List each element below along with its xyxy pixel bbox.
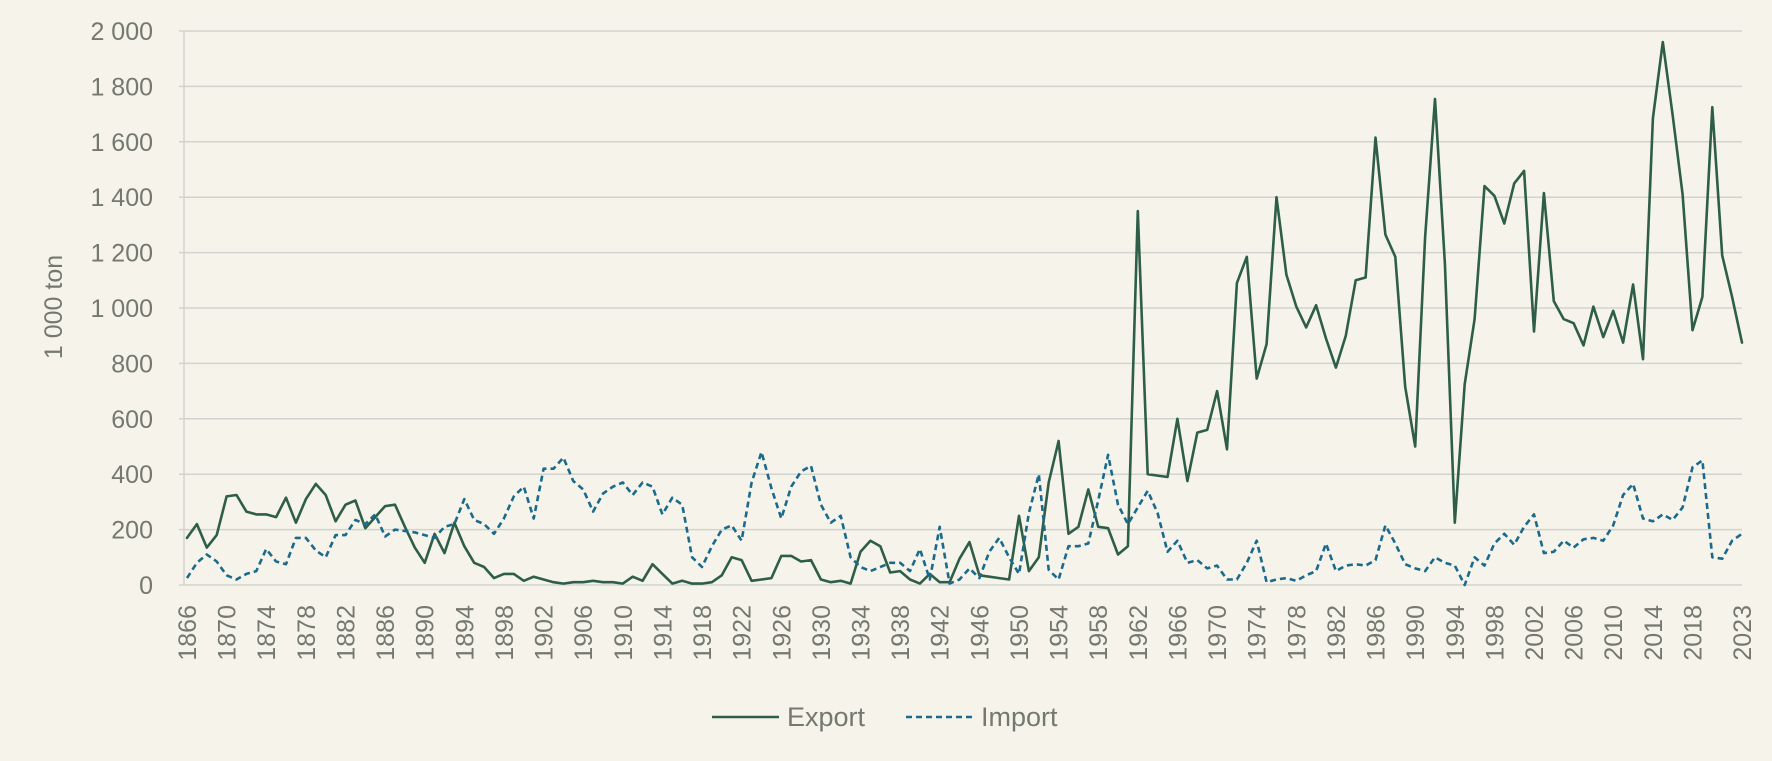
x-tick-label: 1870 [214, 605, 242, 661]
x-tick-label: 2014 [1640, 605, 1668, 661]
x-tick-label: 1978 [1283, 605, 1311, 661]
y-axis-ticks: 0 200 400 600 800 1 000 1 200 1 400 1 600 1 800 2 … [90, 18, 153, 600]
x-tick-label: 1906 [570, 605, 598, 661]
x-tick-label: 2002 [1521, 605, 1549, 661]
y-tick-label: 1 800 [90, 73, 153, 101]
x-tick-label: 1874 [253, 605, 281, 661]
legend-label-import: Import [981, 702, 1058, 732]
x-tick-label: 1966 [1164, 605, 1192, 661]
y-tick-label: 400 [111, 461, 153, 489]
y-tick-label: 1 600 [90, 129, 153, 157]
x-tick-label: 1890 [412, 605, 440, 661]
y-tick-label: 1 200 [90, 240, 153, 268]
series-line-import [185, 450, 1743, 587]
x-tick-label: 1998 [1481, 605, 1509, 661]
legend-label-export: Export [787, 702, 866, 732]
x-tick-label: 1954 [1046, 605, 1074, 661]
x-tick-label: 1986 [1363, 605, 1391, 661]
x-tick-label: 1982 [1323, 605, 1351, 661]
x-tick-label: 1914 [649, 605, 677, 661]
x-tick-label: 1970 [1204, 605, 1232, 661]
x-tick-label: 1922 [729, 605, 757, 661]
x-tick-label: 2006 [1561, 605, 1589, 661]
x-tick-label: 1930 [808, 605, 836, 661]
legend: Export Import [712, 702, 1058, 732]
x-tick-label: 2010 [1600, 605, 1628, 661]
x-tick-label: 1958 [1085, 605, 1113, 661]
x-tick-label: 1934 [848, 605, 876, 661]
gridlines [179, 30, 1742, 586]
y-tick-label: 0 [139, 572, 153, 600]
x-tick-label: 1910 [610, 605, 638, 661]
x-tick-label: 1898 [491, 605, 519, 661]
x-tick-label: 1926 [768, 605, 796, 661]
x-tick-label: 1962 [1125, 605, 1153, 661]
x-axis-ticks: 1866 1870 1874 1878 1882 1886 1890 1894 1898 1902… [174, 605, 1757, 661]
x-tick-label: 1882 [332, 605, 360, 661]
y-tick-label: 600 [111, 406, 153, 434]
x-tick-label: 1974 [1244, 605, 1272, 661]
y-tick-label: 200 [111, 517, 153, 545]
x-tick-label: 1878 [293, 605, 321, 661]
y-axis-title: 1 000 ton [40, 255, 68, 359]
y-tick-label: 800 [111, 350, 153, 378]
y-tick-label: 1 000 [90, 295, 153, 323]
x-tick-label: 1938 [887, 605, 915, 661]
x-tick-label: 1990 [1402, 605, 1430, 661]
x-tick-label: 1902 [531, 605, 559, 661]
y-tick-label: 2 000 [90, 18, 153, 46]
x-tick-label: 2023 [1729, 605, 1757, 661]
x-tick-label: 1918 [689, 605, 717, 661]
x-tick-label: 1894 [451, 605, 479, 661]
x-tick-label: 1886 [372, 605, 400, 661]
x-tick-label: 2018 [1679, 605, 1707, 661]
x-tick-label: 1942 [927, 605, 955, 661]
series-line-export [185, 40, 1744, 585]
x-tick-label: 1994 [1442, 605, 1470, 661]
x-tick-label: 1866 [174, 605, 202, 661]
y-tick-label: 1 400 [90, 184, 153, 212]
x-tick-label: 1946 [966, 605, 994, 661]
series-lines [185, 40, 1744, 587]
x-tick-label: 1950 [1006, 605, 1034, 661]
